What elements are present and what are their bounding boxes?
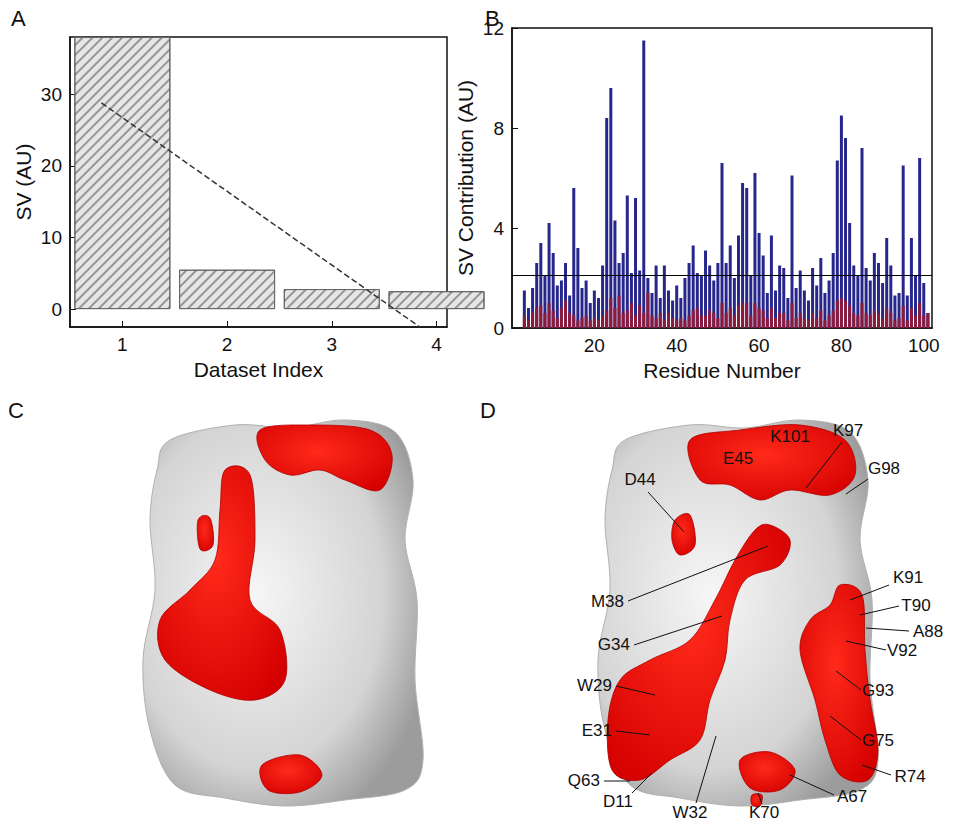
svg-text:80: 80 xyxy=(831,335,852,356)
svg-text:20: 20 xyxy=(41,155,62,176)
svg-text:G93: G93 xyxy=(862,681,894,700)
svg-text:C: C xyxy=(8,398,24,423)
svg-text:B: B xyxy=(485,6,500,31)
svg-text:0: 0 xyxy=(493,318,504,339)
svg-text:3: 3 xyxy=(327,334,338,355)
svg-text:E45: E45 xyxy=(723,449,753,468)
svg-text:E31: E31 xyxy=(582,721,612,740)
svg-text:4: 4 xyxy=(493,218,504,239)
svg-text:K70: K70 xyxy=(749,803,779,822)
svg-text:60: 60 xyxy=(748,335,769,356)
svg-text:Residue Number: Residue Number xyxy=(643,359,801,382)
svg-text:30: 30 xyxy=(41,84,62,105)
svg-text:20: 20 xyxy=(584,335,605,356)
svg-text:A: A xyxy=(11,6,26,31)
svg-text:D44: D44 xyxy=(624,470,655,489)
svg-text:40: 40 xyxy=(666,335,687,356)
svg-text:M38: M38 xyxy=(591,592,624,611)
svg-text:G75: G75 xyxy=(862,731,894,750)
svg-text:K91: K91 xyxy=(893,568,923,587)
svg-text:V92: V92 xyxy=(887,641,917,660)
svg-text:W32: W32 xyxy=(673,803,708,822)
svg-text:G98: G98 xyxy=(868,459,900,478)
svg-text:2: 2 xyxy=(222,334,233,355)
svg-text:D11: D11 xyxy=(603,792,633,811)
svg-text:K101: K101 xyxy=(770,427,810,446)
svg-text:T90: T90 xyxy=(901,596,930,615)
svg-text:R74: R74 xyxy=(894,767,925,786)
svg-text:8: 8 xyxy=(493,118,504,139)
svg-text:SV (AU): SV (AU) xyxy=(12,143,35,220)
svg-text:100: 100 xyxy=(908,335,940,356)
svg-text:0: 0 xyxy=(51,299,62,320)
svg-text:W29: W29 xyxy=(577,676,612,695)
svg-text:A88: A88 xyxy=(913,622,943,641)
svg-text:SV Contribution (AU): SV Contribution (AU) xyxy=(454,80,477,276)
svg-text:Dataset Index: Dataset Index xyxy=(194,358,324,381)
svg-text:K97: K97 xyxy=(833,421,863,440)
svg-text:10: 10 xyxy=(41,227,62,248)
svg-text:4: 4 xyxy=(431,334,442,355)
svg-text:A67: A67 xyxy=(837,787,867,806)
svg-text:G34: G34 xyxy=(598,635,630,654)
svg-text:1: 1 xyxy=(117,334,128,355)
svg-text:D: D xyxy=(480,398,496,423)
svg-text:Q63: Q63 xyxy=(568,771,600,790)
